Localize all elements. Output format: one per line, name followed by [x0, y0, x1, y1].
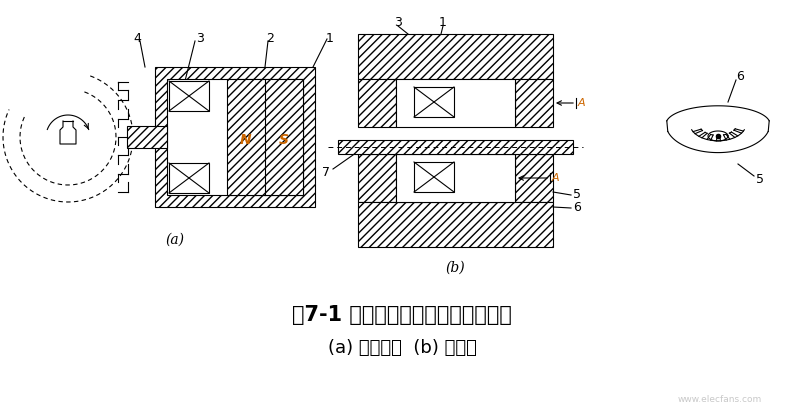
Text: 图7-1 变磁通式磁电传感器结构图藁: 图7-1 变磁通式磁电传感器结构图藁 [292, 304, 512, 324]
Text: 5: 5 [573, 188, 581, 201]
Bar [515, 80, 553, 128]
Bar [414, 163, 454, 192]
Bar [167, 80, 303, 195]
Bar [414, 88, 454, 118]
Text: (a): (a) [166, 233, 184, 247]
Text: 3: 3 [196, 31, 204, 44]
Bar [358, 154, 396, 202]
Bar [515, 154, 553, 202]
Text: 5: 5 [756, 173, 764, 186]
Text: N: N [240, 133, 252, 147]
Bar [155, 68, 315, 207]
Text: 7: 7 [322, 166, 330, 179]
Text: A: A [552, 173, 559, 183]
Text: S: S [279, 133, 289, 147]
Bar [358, 202, 553, 247]
Text: (b): (b) [445, 260, 464, 274]
Bar [358, 35, 553, 80]
Text: 6: 6 [573, 201, 581, 214]
Text: www.elecfans.com: www.elecfans.com [678, 394, 762, 404]
Text: 4: 4 [133, 31, 141, 44]
Text: 3: 3 [394, 17, 402, 29]
Bar [169, 82, 209, 112]
Bar [396, 80, 515, 128]
Text: 6: 6 [736, 70, 744, 83]
Text: (a) 开磁路；  (b) 闭磁路: (a) 开磁路； (b) 闭磁路 [328, 338, 477, 356]
Bar [358, 80, 396, 128]
Text: 1: 1 [439, 17, 447, 29]
Bar [396, 154, 515, 202]
Text: A: A [578, 98, 585, 108]
Text: 1: 1 [326, 31, 334, 44]
Bar [127, 127, 167, 149]
Text: 2: 2 [266, 31, 274, 44]
Bar [227, 80, 303, 195]
Bar [169, 164, 209, 194]
Bar [338, 141, 573, 154]
